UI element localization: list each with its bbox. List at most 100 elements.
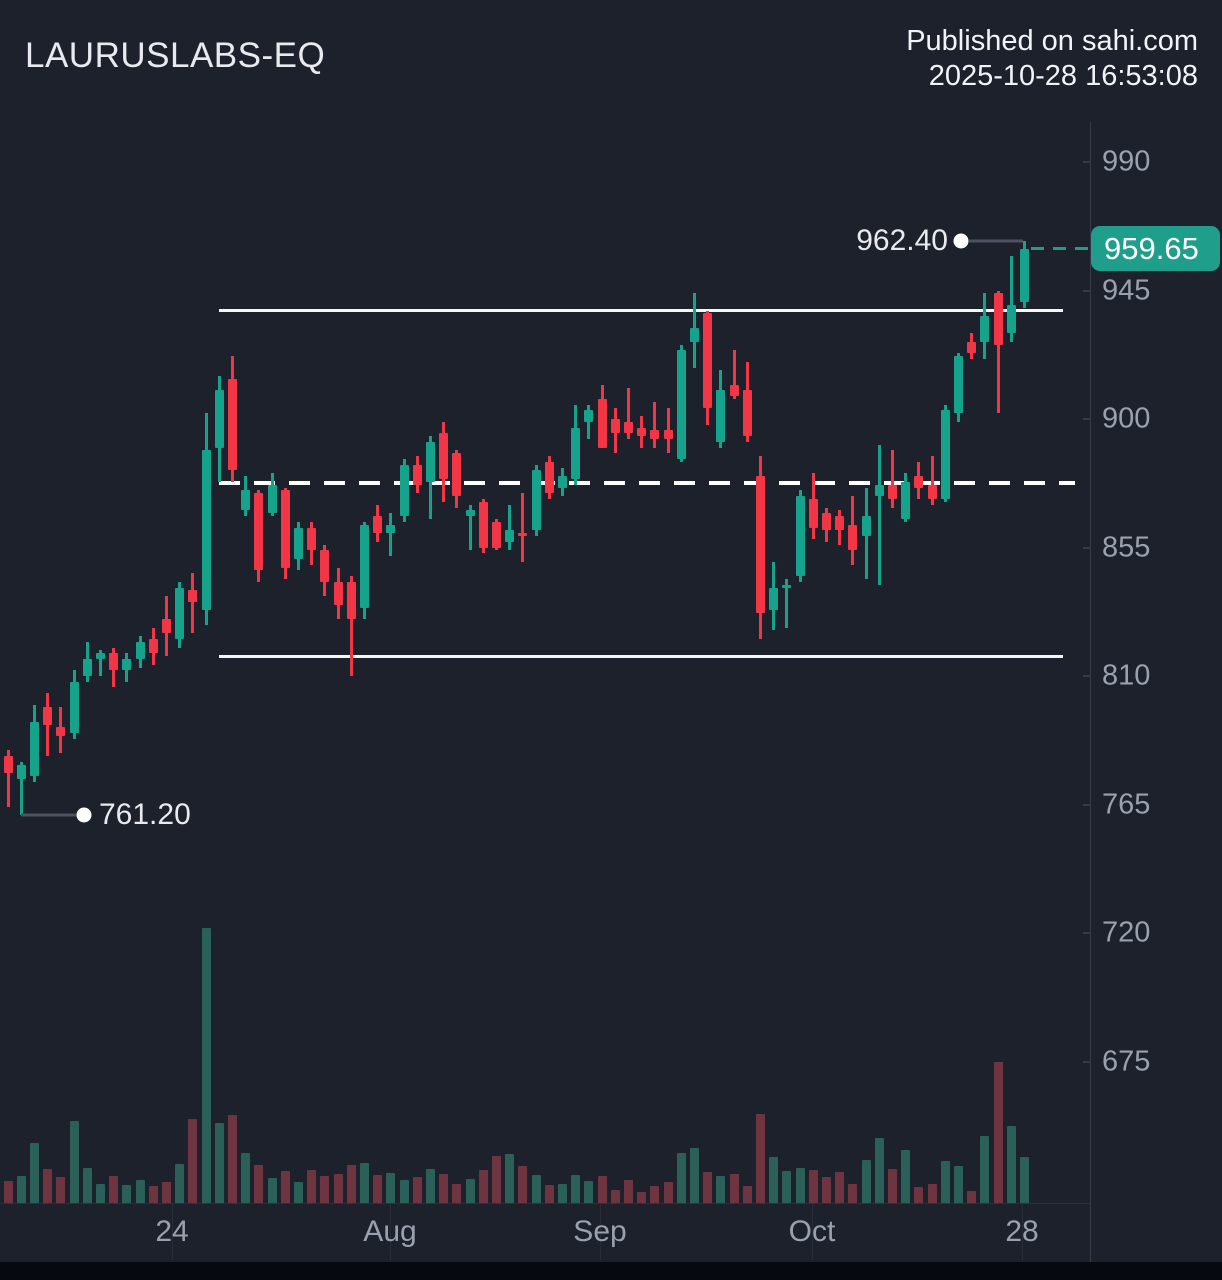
candle-body xyxy=(663,430,673,440)
candle-body xyxy=(478,501,488,548)
volume-bar xyxy=(927,1184,937,1203)
time-tick xyxy=(1022,1204,1023,1260)
volume-bar xyxy=(43,1169,53,1203)
candle-body xyxy=(676,350,686,459)
price-tick-label: 810 xyxy=(1102,659,1151,692)
time-tick-label: Oct xyxy=(788,1215,836,1248)
candle-wick xyxy=(508,504,512,551)
candle-body xyxy=(901,481,911,519)
volume-bar xyxy=(782,1171,792,1203)
volume-bar xyxy=(373,1175,383,1203)
published-source: Published on sahi.com xyxy=(906,25,1198,57)
candle-body xyxy=(148,638,158,654)
candle-body xyxy=(874,484,884,497)
candle-body xyxy=(16,764,26,779)
volume-bar xyxy=(584,1181,594,1203)
candle-wick xyxy=(626,387,630,440)
candle-body xyxy=(399,464,409,517)
price-tick xyxy=(1083,546,1090,549)
candle-body xyxy=(135,641,145,659)
candle-wick xyxy=(996,290,1000,414)
volume-bar xyxy=(465,1179,475,1203)
candle-body xyxy=(1019,248,1029,302)
price-tick xyxy=(1083,1060,1090,1063)
volume-bar xyxy=(439,1174,449,1203)
volume-bar xyxy=(478,1170,488,1203)
candle-wick xyxy=(930,456,934,505)
candle-wick xyxy=(785,578,789,628)
low-callout-line xyxy=(21,813,76,817)
volume-bar xyxy=(967,1191,977,1203)
low-callout-dot xyxy=(76,807,92,823)
price-tick-label: 855 xyxy=(1102,531,1151,564)
volume-bar xyxy=(848,1184,858,1203)
volume-bar xyxy=(505,1154,515,1203)
candle-wick xyxy=(732,350,736,400)
candle-body xyxy=(346,581,356,619)
candle-body xyxy=(307,527,317,551)
candle-body xyxy=(544,461,554,494)
high-callout-label: 962.40 xyxy=(856,223,948,257)
volume-bar xyxy=(227,1115,237,1203)
candle-body xyxy=(927,484,937,499)
volume-bar xyxy=(861,1160,871,1203)
candle-body xyxy=(861,516,871,537)
volume-bar xyxy=(518,1166,528,1203)
candle-body xyxy=(848,524,858,551)
volume-bar xyxy=(993,1062,1003,1203)
time-tick-label: 24 xyxy=(155,1215,189,1248)
candle-body xyxy=(82,658,92,677)
volume-bar xyxy=(399,1180,409,1203)
candle-wick xyxy=(6,750,10,808)
time-tick-label: Sep xyxy=(573,1215,627,1248)
volume-bar xyxy=(491,1156,501,1203)
resistance-line xyxy=(219,309,1063,312)
time-tick-label: Aug xyxy=(363,1215,417,1248)
volume-bar xyxy=(280,1171,290,1203)
candle-body xyxy=(227,379,237,471)
candle-body xyxy=(967,341,977,354)
volume-bar xyxy=(307,1170,317,1203)
volume-bar xyxy=(267,1178,277,1203)
price-tick-label: 990 xyxy=(1102,145,1151,178)
volume-bar xyxy=(1019,1157,1029,1203)
price-tick-label: 675 xyxy=(1102,1045,1151,1078)
candle-body xyxy=(161,618,171,634)
volume-bar xyxy=(109,1176,119,1203)
volume-bar xyxy=(835,1172,845,1203)
volume-bar xyxy=(29,1143,39,1203)
candle-body xyxy=(782,584,792,588)
candle-body xyxy=(201,450,211,611)
volume-bar xyxy=(557,1184,567,1203)
volume-bar xyxy=(452,1184,462,1203)
low-callout-label: 761.20 xyxy=(99,798,191,832)
price-tick xyxy=(1083,803,1090,806)
price-tick-label: 945 xyxy=(1102,274,1151,307)
volume-bar xyxy=(161,1182,171,1203)
candle-body xyxy=(425,441,435,482)
candle-wick xyxy=(521,493,525,562)
time-tick xyxy=(172,1204,173,1260)
candle-body xyxy=(3,756,13,774)
candle-body xyxy=(412,464,422,485)
candle-body xyxy=(241,490,251,511)
candle-wick xyxy=(877,444,881,585)
candle-wick xyxy=(98,650,102,677)
volume-bar xyxy=(425,1169,435,1203)
volume-bar xyxy=(320,1176,330,1203)
candle-body xyxy=(887,484,897,499)
candle-body xyxy=(571,427,581,479)
volume-bar xyxy=(703,1172,713,1203)
candle-wick xyxy=(389,513,393,557)
candle-body xyxy=(56,727,66,737)
candle-body xyxy=(557,476,567,488)
price-axis-line xyxy=(1090,122,1091,1262)
candle-body xyxy=(439,433,449,479)
volume-bar xyxy=(887,1169,897,1203)
volume-bar xyxy=(122,1185,132,1203)
volume-bar xyxy=(333,1174,343,1203)
candle-wick xyxy=(191,573,195,634)
volume-bar xyxy=(980,1136,990,1203)
time-axis-line xyxy=(0,1203,1090,1204)
